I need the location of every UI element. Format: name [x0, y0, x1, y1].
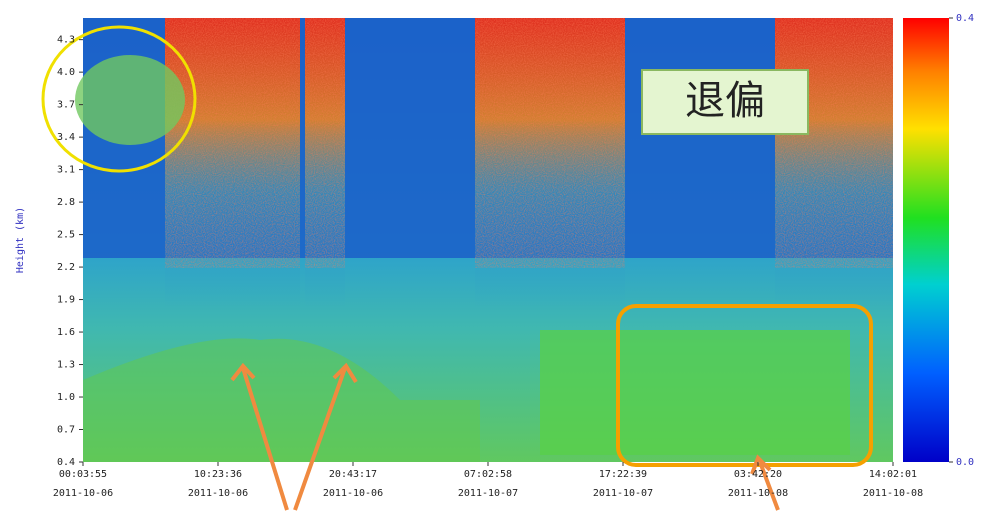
y-tick-label: 3.1 — [57, 165, 75, 176]
chart: Height (km) 退偏 0.4 0.7 1.0 1.3 1.6 1.9 2.2 2.5 2… — [0, 0, 982, 512]
y-tick-label: 4.0 — [57, 67, 75, 78]
y-tick-label: 2.2 — [57, 262, 75, 273]
x-tick-date: 2011-10-07 — [458, 488, 518, 499]
annotation: 退偏 — [685, 78, 765, 124]
x-tick-time: 00:03:55 — [59, 469, 107, 480]
x-tick-time: 17:22:39 — [599, 469, 647, 480]
x-tick-date: 2011-10-06 — [188, 488, 248, 499]
noise-band-texture — [475, 18, 625, 268]
x-tick-time: 14:02:01 — [869, 469, 917, 480]
y-tick-label: 1.9 — [57, 295, 75, 306]
x-tick-date: 2011-10-07 — [593, 488, 653, 499]
y-tick-label: 3.7 — [57, 100, 75, 111]
y-tick-label: 1.3 — [57, 360, 75, 371]
green-layer — [75, 55, 185, 145]
x-tick-date: 2011-10-08 — [728, 488, 788, 499]
y-tick-label: 0.7 — [57, 425, 75, 436]
y-tick-label: 1.0 — [57, 392, 75, 403]
x-tick-time: 03:42:20 — [734, 469, 782, 480]
y-tick-label: 1.6 — [57, 327, 75, 338]
x-tick-time: 20:43:17 — [329, 469, 377, 480]
green-layer — [540, 330, 850, 455]
colorbar-tick-label: 0.4 — [956, 13, 974, 24]
y-tick-label: 0.4 — [57, 457, 75, 468]
noise-band-texture — [305, 18, 345, 268]
x-tick-date: 2011-10-06 — [53, 488, 113, 499]
y-axis-label: Height (km) — [15, 207, 26, 273]
noise-band-texture — [165, 18, 300, 268]
noise-band-texture — [775, 18, 893, 268]
x-tick-time: 10:23:36 — [194, 469, 242, 480]
y-tick-label: 3.4 — [57, 132, 75, 143]
y-tick-label: 4.3 — [57, 35, 75, 46]
y-tick-label: 2.5 — [57, 230, 75, 241]
x-tick-date: 2011-10-06 — [323, 488, 383, 499]
y-tick-label: 2.8 — [57, 197, 75, 208]
colorbar-tick-label: 0.0 — [956, 457, 974, 468]
colorbar — [903, 18, 949, 462]
x-tick-time: 07:02:58 — [464, 469, 512, 480]
x-tick-date: 2011-10-08 — [863, 488, 923, 499]
